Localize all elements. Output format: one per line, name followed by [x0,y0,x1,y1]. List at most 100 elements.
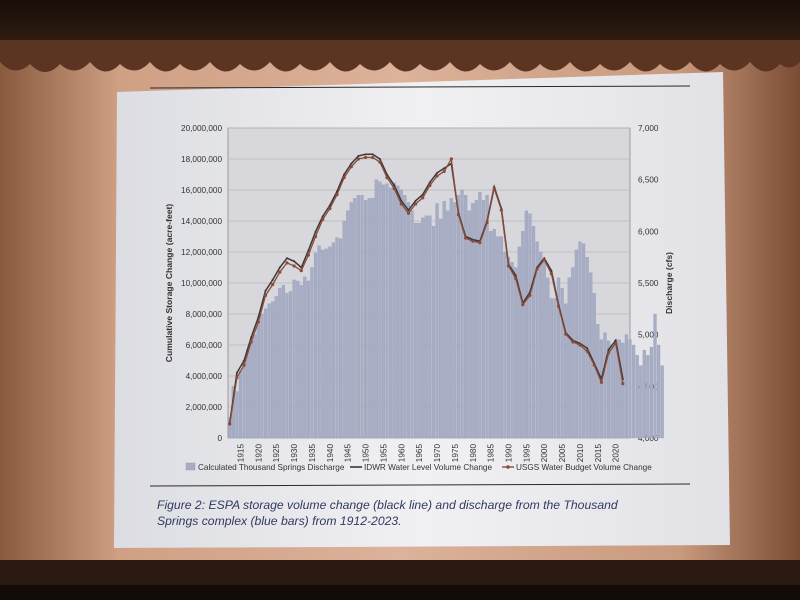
x-tick-label: 2005 [558,444,567,463]
discharge-bar [639,365,643,439]
discharge-bar [610,344,614,439]
idwr-point [371,153,374,156]
discharge-bar [617,339,621,439]
idwr-point [393,184,396,187]
discharge-bar [581,243,586,439]
discharge-bar [410,210,414,439]
usgs-point [442,169,446,173]
legend-label-idwr: IDWR Water Level Volume Change [364,463,492,472]
usgs-point [571,340,575,344]
idwr-point [264,289,267,292]
usgs-point [506,264,511,268]
usgs-point [549,272,553,276]
y2-axis-title: Discharge (cfs) [664,252,674,314]
x-tick-label: 1920 [254,444,263,463]
discharge-bar [324,248,328,439]
discharge-bar [492,229,496,439]
usgs-point [528,293,532,297]
y2-tick-label: 4,000 [638,434,659,443]
y-tick-label: 4,000,000 [186,372,223,381]
idwr-point [243,359,246,362]
discharge-bar [514,267,518,439]
idwr-point [314,230,317,233]
discharge-bar [435,203,439,439]
discharge-bar [253,334,257,439]
legend-swatch-bars [185,462,196,471]
idwr-point [436,171,439,174]
caption-line-1: Figure 2: ESPA storage volume change (bl… [157,498,619,512]
idwr-point [357,154,360,157]
y-tick-label: 2,000,000 [186,403,223,412]
idwr-point [378,158,381,160]
usgs-point [228,422,232,426]
x-tick-label: 1935 [308,444,317,463]
discharge-bar [578,241,582,439]
idwr-point [293,260,296,263]
discharge-bar [556,277,561,439]
usgs-point [263,293,268,297]
discharge-bar [635,355,639,439]
discharge-bar [331,242,336,439]
discharge-bar [606,340,611,439]
x-tick-label: 1960 [397,444,406,463]
x-tick-label: 2010 [576,444,585,463]
discharge-bar [564,303,568,439]
usgs-point [385,176,389,180]
legend-label-usgs: USGS Water Budget Volume Change [516,463,652,472]
discharge-bar [267,303,271,439]
usgs-point [399,202,403,206]
discharge-bar [464,195,468,439]
discharge-bar [460,189,464,439]
usgs-point [535,267,539,271]
x-tick-label: 1945 [344,444,353,463]
discharge-bar [238,370,243,439]
idwr-point [514,274,517,277]
idwr-point [278,266,281,269]
x-tick-label: 2000 [540,444,549,463]
discharge-bar [321,249,325,439]
discharge-bar [474,200,478,439]
x-tick-label: 1980 [469,444,478,463]
x-tick-label: 1950 [362,444,371,463]
y-tick-label: 0 [217,434,222,443]
slide-bottom-rule [149,483,691,487]
usgs-point [242,363,246,367]
discharge-bar [646,355,650,439]
usgs-point [499,208,503,212]
x-tick-label: 1930 [290,444,299,463]
idwr-point [428,181,431,184]
legend-marker-usgs [506,465,510,469]
legend-label-bars: Calculated Thousand Springs Discharge [198,463,345,472]
discharge-bar [356,195,361,439]
usgs-point [363,155,368,160]
discharge-bar [603,332,607,439]
discharge-bar [278,288,282,439]
usgs-point [335,193,339,197]
x-tick-label: 1925 [272,444,281,463]
discharge-bar [281,284,285,439]
discharge-bar [313,252,318,439]
discharge-bar [417,222,421,439]
y-tick-label: 12,000,000 [181,248,222,257]
idwr-point [364,153,367,156]
usgs-point [435,174,439,178]
usgs-point [306,253,310,257]
usgs-point [585,349,589,353]
discharge-bar [363,200,368,439]
discharge-bar [539,251,543,439]
discharge-bar [510,262,514,439]
discharge-bar [599,339,604,439]
discharge-bar [396,185,400,439]
discharge-bar [528,213,532,439]
discharge-bar [449,198,453,439]
y-tick-label: 18,000,000 [181,155,222,164]
discharge-bar [299,284,303,439]
x-tick-label: 1970 [433,444,442,463]
x-tick-label: 1955 [379,444,388,463]
discharge-bar [246,350,250,439]
idwr-point [550,269,553,272]
discharge-bar [499,236,503,439]
idwr-point [235,371,238,374]
usgs-point [235,375,239,380]
